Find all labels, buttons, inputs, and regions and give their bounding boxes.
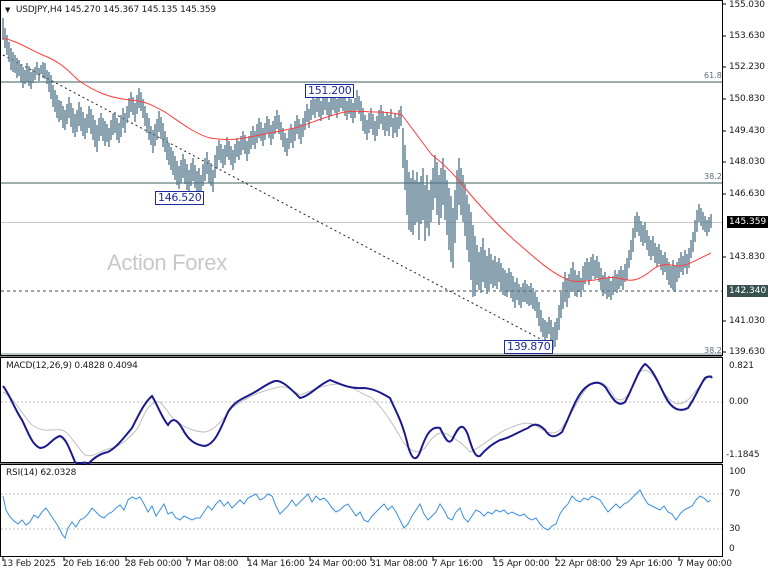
time-label: 14 Mar 16:00 [247,559,305,569]
time-label: 7 Apr 16:00 [432,559,483,569]
dropdown-arrow-icon[interactable]: ▼ [5,6,11,14]
price-tick: 148.030 [729,157,765,167]
price-tick: 143.830 [729,252,765,262]
macd-panel-frame [0,357,723,463]
symbol-header[interactable]: ▼ USDJPY,H4 145.270 145.367 145.135 145.… [5,5,216,15]
macd-main-line [2,362,713,466]
price-axis-ticks [722,3,726,353]
time-label: 7 Mar 08:00 [186,559,239,569]
watermark: Action Forex [107,250,227,275]
swing-low-label-2: 139.870 [504,340,554,354]
fib-38-2-lower-label: 38.2 [704,346,722,355]
price-tick: 153.630 [729,31,765,41]
price-tick: 139.630 [729,347,765,357]
time-label: 28 Feb 00:00 [125,559,182,569]
price-tick: 155.030 [729,0,765,10]
time-axis-ticks [2,557,680,561]
price-bars [2,18,712,350]
rsi-line [2,489,712,540]
current-price-tag: 145.359 [727,216,768,228]
symbol-ohlc-text: USDJPY,H4 145.270 145.367 145.135 145.35… [15,5,216,15]
rsi-tick: 100 [729,467,746,477]
sma-line [2,37,712,283]
price-panel-frame [0,0,723,356]
rsi-tick: 0 [729,544,735,554]
rsi-title: RSI(14) 62.0328 [6,468,77,478]
macd-signal-line [2,369,713,457]
macd-tick: 0.821 [729,361,754,371]
fib-38-2-label: 38.2 [704,172,722,181]
time-label: 13 Feb 2025 [2,559,56,569]
time-label: 22 Apr 08:00 [555,559,612,569]
time-label: 29 Apr 16:00 [616,559,673,569]
descending-trendline [2,54,549,344]
swing-low-label-1: 146.520 [155,191,205,205]
fib-61-8-label: 61.8 [704,71,722,80]
rsi-panel-frame [0,464,723,557]
support-level-tag: 142.340 [727,285,768,297]
price-tick: 146.630 [729,189,765,199]
time-label: 7 May 00:00 [678,559,732,569]
price-tick: 152.230 [729,62,765,72]
price-tick: 141.030 [729,316,765,326]
time-label: 20 Feb 16:00 [63,559,120,569]
price-tick: 149.430 [729,126,765,136]
macd-tick: 0.00 [729,397,749,407]
time-label: 15 Apr 00:00 [493,559,550,569]
swing-high-label: 151.200 [305,84,355,98]
time-label: 31 Mar 08:00 [370,559,428,569]
macd-tick: -1.1845 [726,450,760,460]
rsi-tick: 30 [729,524,741,534]
price-tick: 150.830 [729,94,765,104]
rsi-tick: 70 [729,489,741,499]
time-label: 24 Mar 00:00 [309,559,367,569]
macd-title: MACD(12,26,9) 0.4828 0.4094 [6,361,138,371]
